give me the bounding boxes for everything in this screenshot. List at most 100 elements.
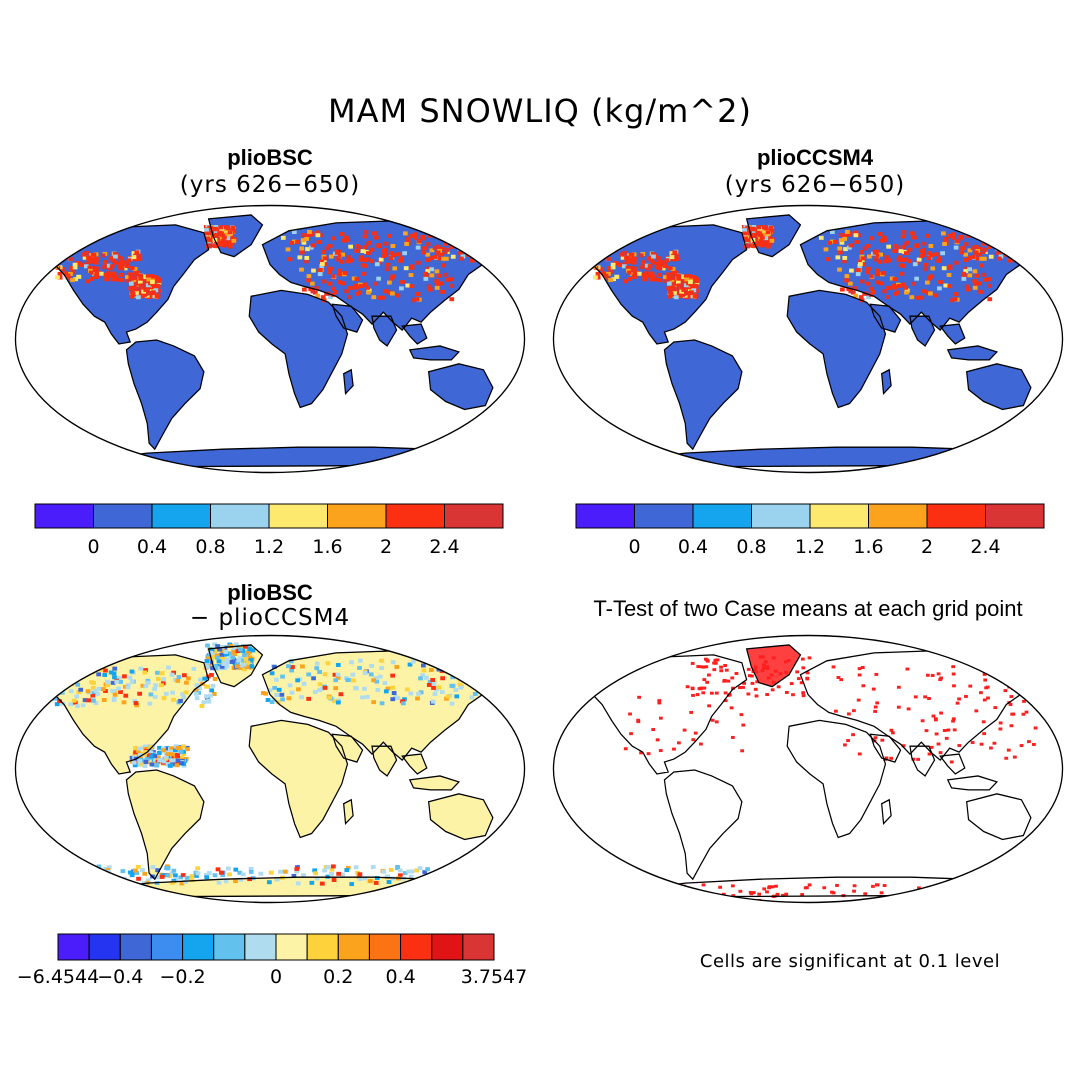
panel3-samerica-land	[126, 769, 204, 880]
cb1-tick-label: 1.6	[312, 536, 342, 558]
panel4-map-group	[552, 634, 1064, 904]
panel1-samerica-land	[126, 339, 204, 450]
cb1-tick-label: 1.2	[254, 536, 284, 558]
cb1-tick-label: 0.4	[137, 536, 167, 558]
panel2-africa-coast	[786, 289, 887, 409]
panel4-namerica-land	[579, 654, 747, 774]
panel3-antarctica-coast	[84, 876, 480, 898]
cb1-swatch	[268, 503, 328, 529]
panel3-indonesia-coast	[408, 775, 461, 791]
panel3-subtitle: − plioCCSM4	[189, 605, 351, 631]
panel3-title: plioBSC	[227, 580, 313, 605]
panel4-india-coast	[909, 745, 936, 777]
panel1-subtitle: (yrs 626−650)	[179, 172, 361, 198]
cb2-swatch	[868, 503, 928, 529]
panel3-arabia-coast	[331, 733, 364, 763]
panel3-australia-coast	[427, 793, 494, 841]
panel2-seasia-land	[940, 324, 965, 344]
panel3-namerica-coast	[40, 654, 210, 775]
panel3-seasia-land	[402, 754, 427, 774]
panel4-australia-coast	[965, 793, 1032, 841]
panel4-africa-land	[787, 720, 886, 838]
cb1-tick-label: 0.8	[195, 536, 225, 558]
cb3-swatch	[57, 933, 90, 961]
panel2-namerica-coast	[578, 224, 748, 345]
cb3-tick-label: 3.7547	[461, 966, 527, 988]
cb2-swatch	[926, 503, 986, 529]
panel1-africa-land	[249, 290, 348, 408]
cb1-swatch	[210, 503, 270, 529]
cb3-swatch	[337, 933, 370, 961]
cb2-tick-label: 2.4	[970, 536, 1000, 558]
panel3-india-land	[372, 746, 397, 776]
panel3-australia-land	[428, 793, 493, 840]
panel2-australia-coast	[965, 363, 1032, 411]
panel1-africa-coast	[248, 289, 349, 409]
panel2-antarctica-coast	[622, 446, 1018, 468]
cb3-tick-label: −6.4544	[17, 966, 99, 988]
cb2-swatch	[575, 503, 635, 529]
cb3-swatch	[400, 933, 433, 961]
panel4-seasia-coast	[939, 753, 966, 775]
cb2-tick-label: 0.8	[736, 536, 766, 558]
panel2-africa-land	[787, 290, 886, 408]
panel3-africa-coast	[248, 719, 349, 839]
cb3-swatch	[213, 933, 246, 961]
panel4-arabia-coast	[869, 733, 902, 763]
panel3-samerica-coast	[125, 769, 205, 881]
panel1-map-group	[14, 204, 526, 474]
cb3-swatch	[244, 933, 277, 961]
cb3-swatch	[88, 933, 121, 961]
panel2-seasia-coast	[939, 323, 966, 345]
cb1-swatch	[444, 503, 504, 529]
colorbar-difference: −6.4544−0.4 −0.2 0 0.2 0.4 3.7547	[17, 933, 527, 988]
panel4-samerica-coast	[663, 769, 743, 881]
panel1-indonesia-coast	[408, 345, 461, 361]
panel4-australia-land	[966, 793, 1031, 840]
panel3-seasia-coast	[401, 753, 428, 775]
cb3-swatch	[275, 933, 308, 961]
panel4-samerica-land	[664, 769, 742, 880]
panel2-title: plioCCSM4	[756, 145, 874, 170]
cb2-swatch	[809, 503, 869, 529]
cb2-tick-label: 1.6	[853, 536, 883, 558]
panel1-namerica-coast	[40, 224, 210, 345]
panel2-india-land	[910, 316, 935, 346]
panel3-madagascar-coast	[343, 798, 354, 826]
cb3-tick-label: 0	[270, 966, 282, 988]
panel4-map-border	[552, 634, 1064, 904]
cb3-swatch	[462, 933, 495, 961]
panel3-map-group	[14, 634, 526, 904]
cb2-swatch	[634, 503, 694, 529]
cb2-tick-label: 1.2	[795, 536, 825, 558]
panel2-samerica-land	[664, 339, 742, 450]
panel3-namerica-land	[41, 654, 209, 774]
cb3-swatch	[182, 933, 215, 961]
panel1-greenland-coast	[207, 214, 264, 258]
panel1-india-land	[372, 316, 397, 346]
panel3-africa-land	[249, 720, 348, 838]
cb3-tick-label: −0.4	[97, 966, 143, 988]
panel1-seasia-land	[402, 324, 427, 344]
cb2-swatch	[692, 503, 752, 529]
cb2-swatch	[751, 503, 811, 529]
cb1-swatch	[34, 503, 94, 529]
cb1-tick-label: 0	[87, 536, 99, 558]
panel1-indonesia-land	[409, 345, 459, 360]
panel2-map-border	[552, 204, 1064, 474]
cb3-tick-label: 0.2	[323, 966, 353, 988]
panel3-map-border	[14, 634, 526, 904]
cb1-swatch	[151, 503, 211, 529]
cb2-tick-label: 0	[628, 536, 640, 558]
panel3-greenland-coast	[207, 644, 264, 688]
cb3-swatch	[306, 933, 339, 961]
cb1-tick-label: 2.4	[429, 536, 459, 558]
cb2-swatch	[985, 503, 1045, 529]
colorbar-left: 0 0.4 0.8 1.2 1.6 2 2.4	[34, 503, 504, 558]
panel4-seasia-land	[940, 754, 965, 774]
panel1-map-border	[14, 204, 526, 474]
panel4-africa-coast	[786, 719, 887, 839]
colorbar-right: 0 0.4 0.8 1.2 1.6 2 2.4	[575, 503, 1045, 558]
